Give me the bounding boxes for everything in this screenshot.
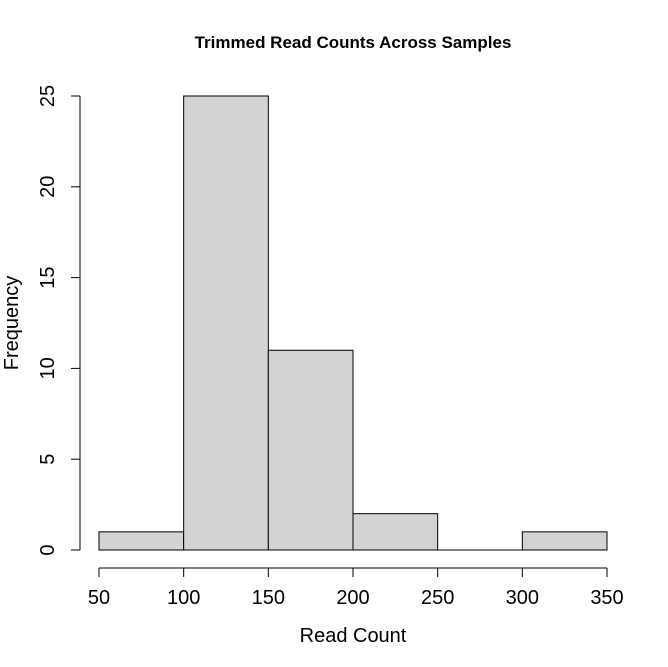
x-tick-label-350: 350	[590, 587, 623, 609]
chart-title: Trimmed Read Counts Across Samples	[195, 33, 512, 52]
bar-150-200	[267, 349, 354, 551]
bar-50-100	[98, 531, 185, 551]
x-tick-label-300: 300	[506, 587, 539, 609]
bar-200-250	[352, 513, 439, 551]
x-axis: 50 100 150 200 250 300 350	[88, 567, 624, 609]
x-tick-label-200: 200	[336, 587, 369, 609]
y-tick-label-0: 0	[37, 544, 59, 555]
y-axis: 0 5 10 15 20 25	[37, 85, 81, 556]
y-tick-label-5: 5	[37, 454, 59, 465]
x-tick-label-100: 100	[167, 587, 200, 609]
y-tick-label-10: 10	[37, 357, 59, 379]
x-tick-label-150: 150	[252, 587, 285, 609]
y-axis-label: Frequency	[1, 276, 23, 371]
bar-300-350	[521, 531, 608, 551]
y-tick-label-20: 20	[37, 176, 59, 198]
bar-100-150	[183, 95, 269, 551]
x-tick-label-50: 50	[88, 587, 110, 609]
x-axis-label: Read Count	[300, 625, 407, 647]
y-tick-label-15: 15	[37, 266, 59, 288]
bars-group	[98, 95, 608, 551]
x-tick-label-250: 250	[421, 587, 454, 609]
y-tick-label-25: 25	[37, 85, 59, 107]
